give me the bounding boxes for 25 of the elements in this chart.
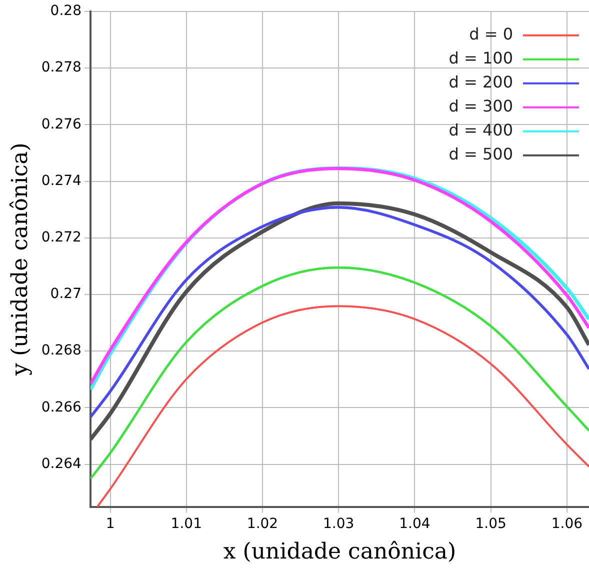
y-tick-label: 0.268 (41, 342, 82, 359)
x-axis-title: x (unidade canônica) (223, 540, 456, 565)
legend-label: d = 300 (448, 96, 513, 116)
y-axis-title: y (unidade canônica) (8, 142, 33, 376)
y-tick-label: 0.28 (50, 3, 82, 20)
x-tick-label: 1.05 (475, 516, 506, 532)
legend-label: d = 100 (448, 48, 513, 68)
line-series (96, 305, 589, 507)
x-tick-label: 1 (106, 516, 115, 532)
x-tick-label: 1.06 (551, 516, 583, 532)
y-tick-label: 0.278 (41, 60, 82, 76)
legend-label: d = 500 (448, 144, 513, 164)
x-tick-label: 1.01 (170, 516, 202, 532)
y-tick-label: 0.274 (41, 172, 82, 189)
y-tick-label: 0.266 (41, 399, 82, 416)
legend-label: d = 200 (448, 72, 513, 92)
y-tick-label: 0.276 (41, 116, 82, 132)
x-tick-label: 1.04 (399, 516, 430, 532)
x-tick-label: 1.03 (323, 516, 354, 532)
legend-label: d = 0 (469, 24, 513, 44)
legend-label: d = 400 (448, 120, 513, 140)
y-tick-label: 0.272 (41, 230, 82, 246)
x-tick-label: 1.02 (246, 516, 278, 532)
y-tick-label: 0.264 (41, 456, 82, 472)
y-tick-label: 0.27 (50, 286, 82, 302)
